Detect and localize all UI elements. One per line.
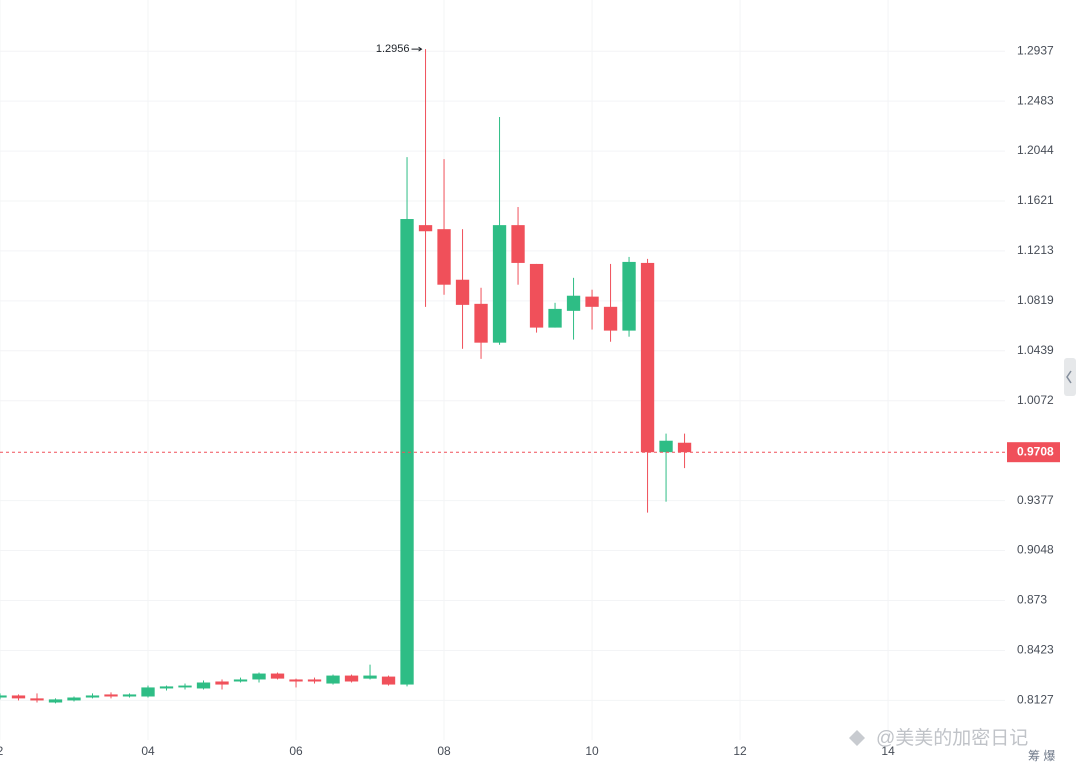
- candle-body: [603, 306, 618, 331]
- y-tick-label: 1.2044: [1017, 143, 1054, 157]
- x-tick-label: 12: [733, 744, 747, 758]
- candle-body: [548, 308, 562, 328]
- plot-area: [0, 49, 692, 704]
- candle-body: [474, 303, 488, 343]
- candle-body: [381, 676, 396, 685]
- watermark-logo: [849, 730, 865, 746]
- candle-body: [215, 681, 229, 685]
- axes: 1.2937 1.2483 1.2044 1.1621 1.1213 1.0819 1.04…: [0, 43, 1060, 758]
- x-tick-label: 14: [881, 744, 895, 758]
- y-tick-label: 1.2483: [1017, 93, 1054, 107]
- candle-body: [0, 695, 7, 698]
- candle-body: [30, 698, 44, 701]
- x-tick-label: 06: [289, 744, 303, 758]
- y-tick-label: 1.0439: [1017, 343, 1054, 357]
- side-tab[interactable]: [1064, 358, 1076, 396]
- candle-body: [178, 685, 192, 688]
- candle-body: [455, 279, 470, 305]
- candle-body: [141, 687, 155, 697]
- candle-body: [344, 675, 359, 682]
- candle-body: [252, 673, 266, 680]
- candle-body: [11, 695, 26, 699]
- x-tick-label: 2: [0, 744, 4, 758]
- candle-body: [233, 679, 248, 682]
- y-tick-label: 1.2937: [1017, 43, 1054, 57]
- candle-body: [326, 675, 340, 684]
- candle-body: [48, 699, 63, 703]
- watermark: @美美的加密日记 筹 爆: [849, 727, 1055, 763]
- y-tick-label: 0.9377: [1017, 493, 1054, 507]
- x-tick-label: 10: [585, 744, 599, 758]
- current-price-box: [1007, 442, 1060, 463]
- candle-body: [659, 440, 673, 453]
- candle-body: [159, 686, 174, 689]
- corner-text: 筹 爆: [1028, 749, 1055, 763]
- candle-body: [196, 682, 211, 689]
- candle-body: [307, 679, 322, 682]
- max-price-arrow: [411, 46, 423, 52]
- candle-body: [122, 694, 137, 697]
- y-tick-label: 0.8423: [1017, 643, 1054, 657]
- y-tick-label: 1.1213: [1017, 243, 1054, 257]
- x-tick-label: 04: [141, 744, 155, 758]
- y-tick-label: 1.0819: [1017, 293, 1054, 307]
- candle-body: [640, 262, 655, 453]
- y-tick-label: 0.9048: [1017, 543, 1054, 557]
- grid: [0, 0, 1005, 740]
- candle-body: [566, 295, 581, 311]
- candle-body: [400, 219, 414, 685]
- candle-body: [289, 679, 303, 682]
- candle-body: [85, 695, 100, 698]
- candle-body: [492, 225, 507, 343]
- y-tick-label: 0.873: [1017, 593, 1047, 607]
- candle-body: [104, 694, 118, 697]
- current-price-label: 0.9708: [1017, 444, 1054, 458]
- x-tick-label: 08: [437, 744, 451, 758]
- candle-body: [585, 296, 599, 307]
- y-tick-label: 1.1621: [1017, 193, 1054, 207]
- candle-body: [67, 697, 81, 701]
- candle-body: [529, 263, 544, 328]
- candle-body: [418, 225, 433, 232]
- candle-body: [622, 261, 636, 331]
- watermark-text: @美美的加密日记: [876, 727, 1028, 749]
- candle-body: [270, 673, 285, 679]
- y-tick-label: 0.8127: [1017, 693, 1054, 707]
- max-price-label: 1.2956: [376, 43, 410, 55]
- y-tick-label: 1.0072: [1017, 393, 1054, 407]
- side-tab-arrow: [1066, 370, 1072, 384]
- candle-body: [437, 229, 451, 285]
- candle-body: [363, 675, 377, 679]
- candle-body: [511, 225, 525, 263]
- candle-body: [677, 442, 692, 453]
